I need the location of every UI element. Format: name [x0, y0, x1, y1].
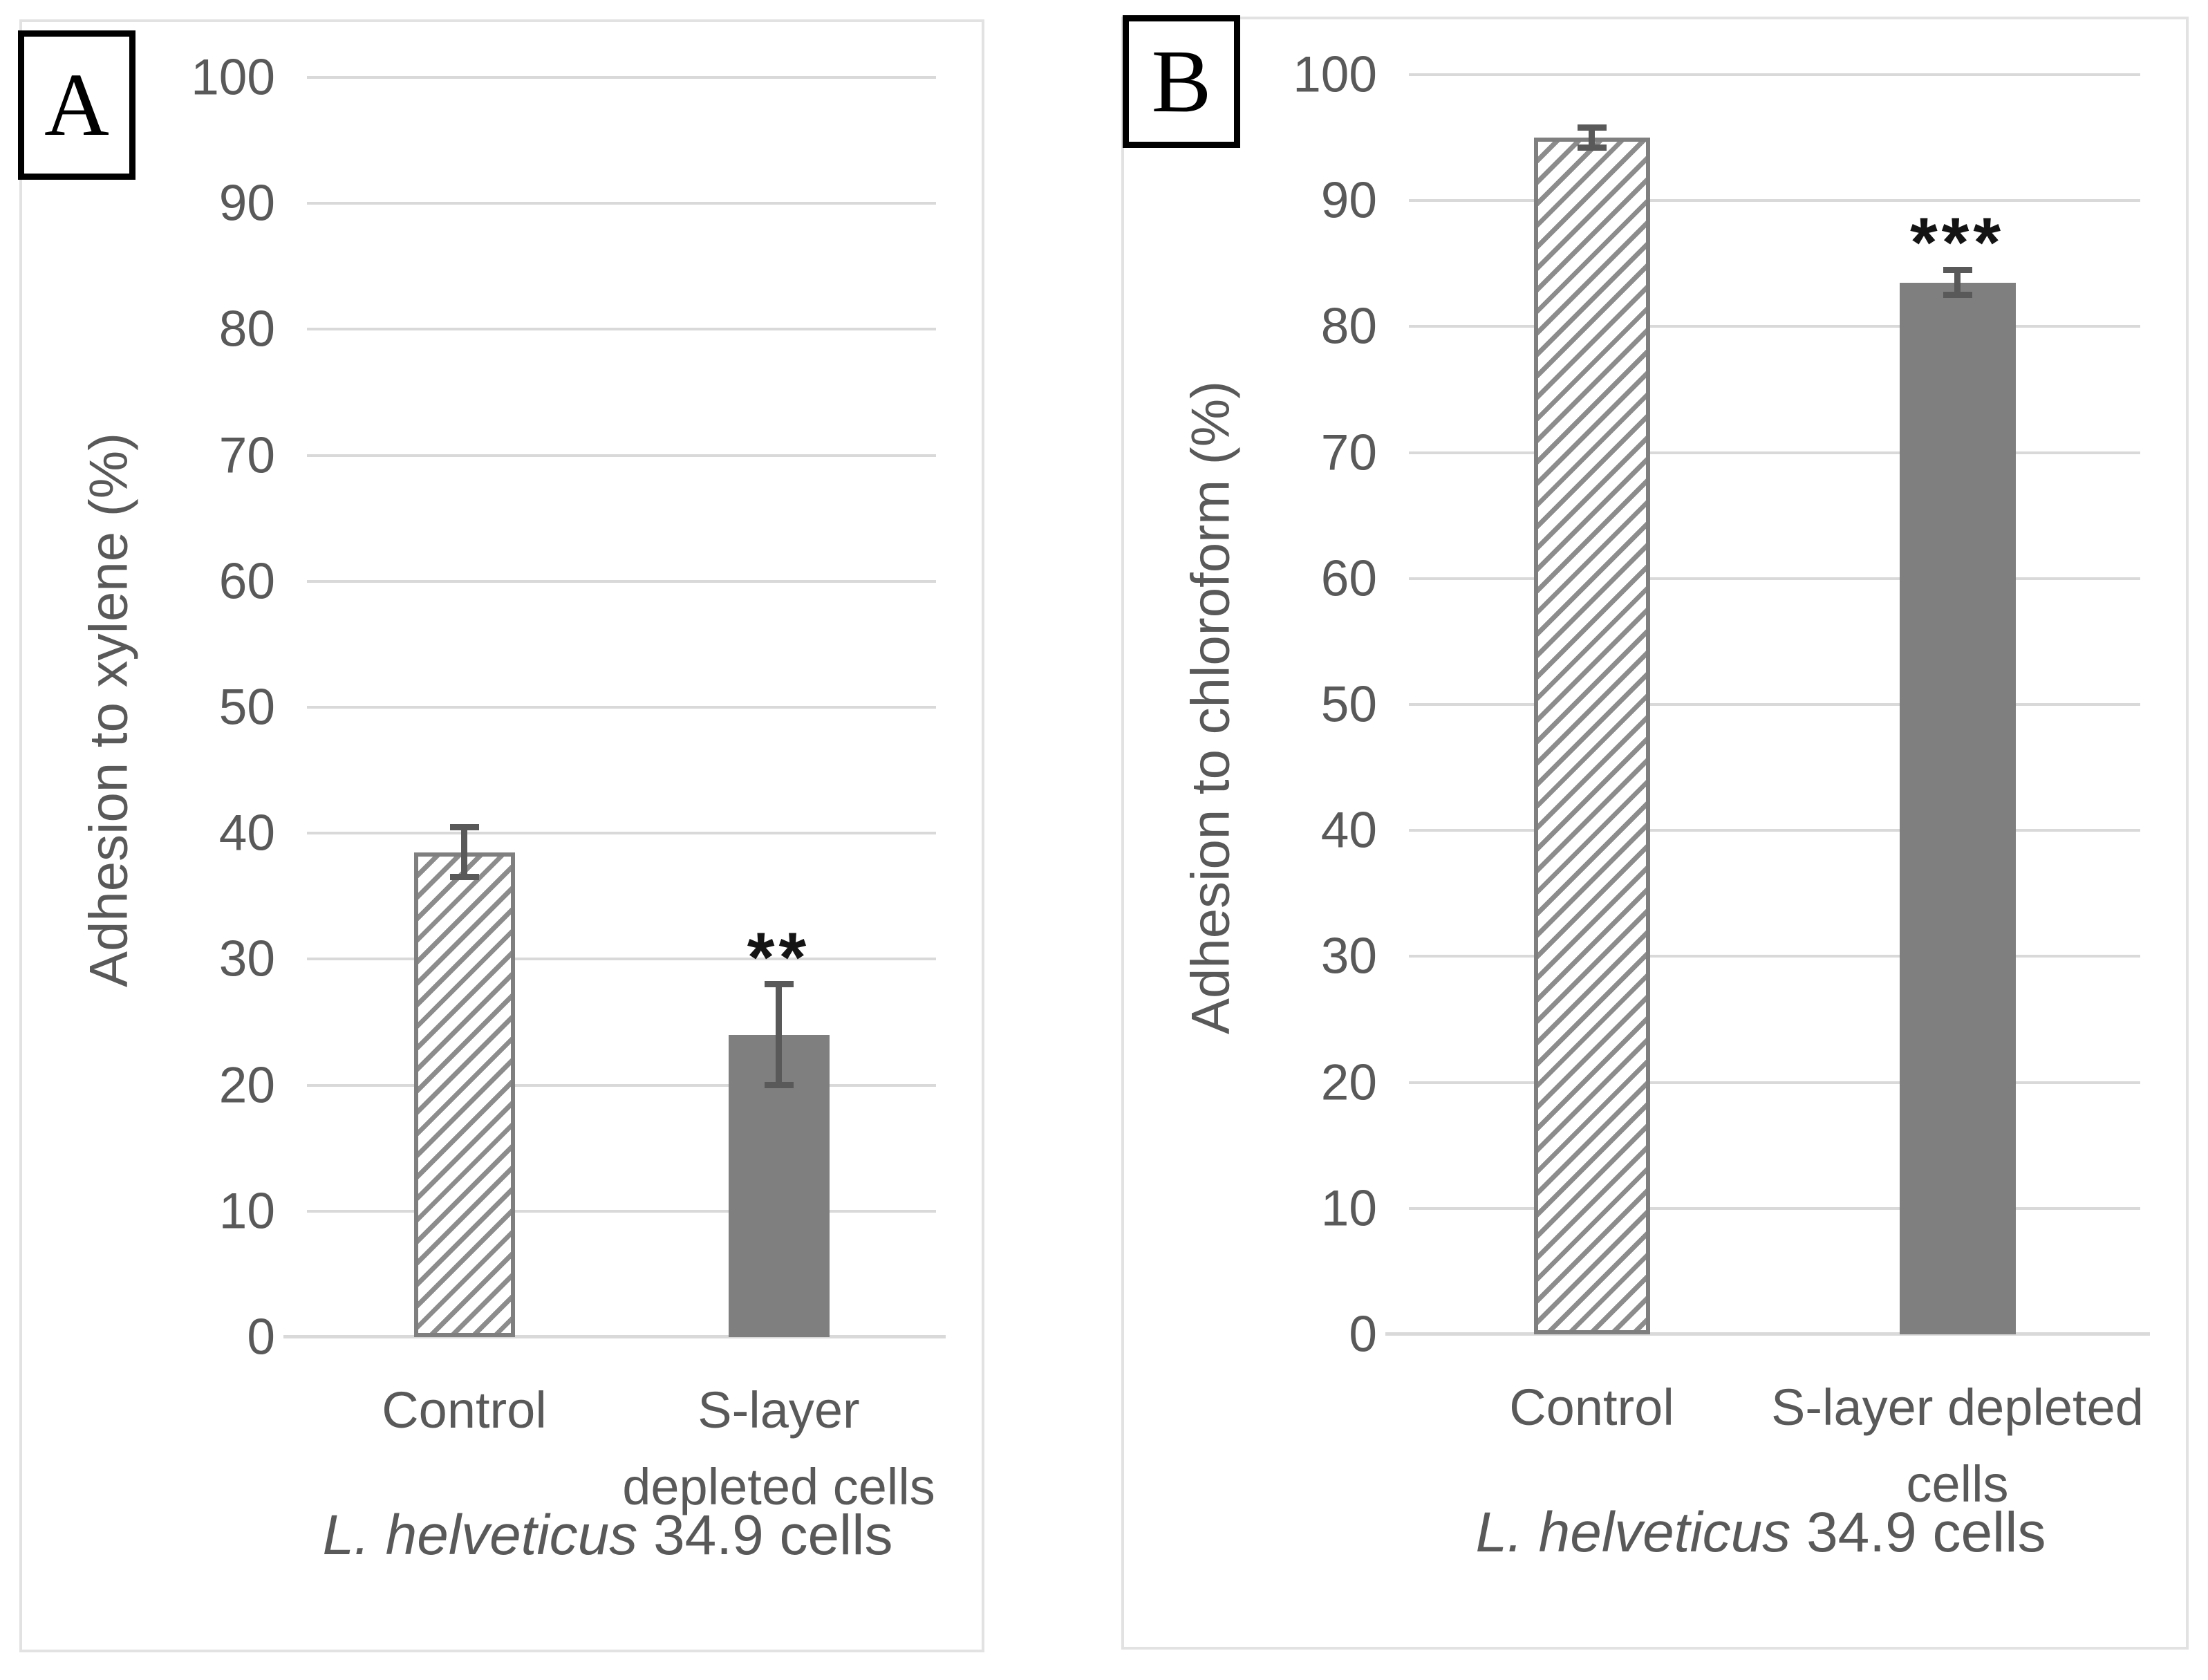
gridline — [307, 328, 936, 331]
gridline — [307, 1209, 936, 1213]
gridline — [1409, 1206, 2140, 1210]
significance-marker: ** — [747, 917, 811, 997]
y-tick-label: 20 — [218, 1057, 275, 1114]
gridline — [1409, 703, 2140, 706]
x-axis-line — [1385, 1332, 2150, 1336]
y-tick-label: 70 — [218, 427, 275, 484]
y-tick-label: 80 — [218, 301, 275, 357]
gridline — [307, 579, 936, 583]
y-axis-title: Adhesion to xylene (%) — [77, 432, 139, 988]
panel-label: B — [1151, 32, 1212, 131]
gridline — [307, 1083, 936, 1087]
bar-s-layer-depleted — [1899, 282, 2016, 1334]
y-tick-label: 0 — [247, 1309, 275, 1365]
y-axis-title: Adhesion to chloroform (%) — [1179, 380, 1241, 1034]
gridline — [307, 454, 936, 457]
y-tick-label: 40 — [218, 805, 275, 861]
panel-label: A — [44, 55, 109, 155]
x-axis-title: L. helveticus 34.9 cells — [1354, 1500, 2168, 1565]
y-tick-label: 40 — [1320, 802, 1377, 859]
error-bar-cap — [1943, 266, 1972, 273]
y-tick-label: 90 — [1320, 172, 1377, 229]
error-bar — [461, 827, 467, 877]
error-bar-cap — [1943, 292, 1972, 299]
gridline — [307, 958, 936, 961]
gridline — [307, 832, 936, 835]
category-label: S-layer depleted cells — [622, 1381, 935, 1515]
y-tick-label: 20 — [1320, 1054, 1377, 1111]
gridline — [1409, 325, 2140, 328]
plot-area: L. helveticus 34.9 cells 0 10 20 30 40 50 60 70… — [191, 53, 946, 1567]
error-bar-cap — [449, 874, 479, 881]
bar-control — [413, 852, 515, 1337]
y-tick-label: 100 — [191, 49, 275, 106]
gridline — [1409, 577, 2140, 580]
panel-label-box: B — [1123, 15, 1240, 148]
error-bar-cap — [1577, 144, 1607, 151]
error-bar — [1589, 127, 1595, 148]
significance-marker: *** — [1909, 203, 2005, 283]
gridline — [307, 76, 936, 79]
gridline — [1409, 73, 2140, 76]
gridline — [307, 706, 936, 709]
bar-control — [1533, 138, 1650, 1334]
y-tick-label: 50 — [218, 679, 275, 736]
y-tick-label: 100 — [1293, 46, 1377, 103]
gridline — [1409, 1081, 2140, 1084]
y-tick-label: 50 — [1320, 676, 1377, 733]
y-tick-label: 30 — [1320, 928, 1377, 984]
y-tick-label: 60 — [218, 553, 275, 610]
error-bar-cap — [764, 981, 794, 988]
x-axis-title-italic: L. helveticus — [1475, 1501, 1791, 1564]
error-bar — [776, 984, 782, 1085]
x-axis-title-regular: 34.9 cells — [637, 1504, 893, 1567]
y-tick-label: 10 — [1320, 1180, 1377, 1237]
y-tick-label: 80 — [1320, 298, 1377, 355]
y-tick-label: 30 — [218, 931, 275, 987]
gridline — [1409, 829, 2140, 832]
error-bar — [1954, 270, 1961, 295]
y-tick-label: 0 — [1349, 1306, 1377, 1363]
y-tick-label: 70 — [1320, 424, 1377, 481]
gridline — [1409, 451, 2140, 454]
error-bar-cap — [764, 1082, 794, 1089]
x-axis-title-regular: 34.9 cells — [1790, 1501, 2046, 1564]
category-label: S-layer depleted cells — [1771, 1379, 2144, 1513]
gridline — [1409, 199, 2140, 203]
panel-B: B Adhesion to chloroform (%) L. helvetic… — [1121, 15, 2189, 1650]
x-axis-title: L. helveticus 34.9 cells — [252, 1503, 964, 1568]
y-tick-label: 60 — [1320, 550, 1377, 607]
category-label: Control — [1509, 1379, 1674, 1436]
panel-label-box: A — [18, 30, 135, 180]
gridline — [307, 202, 936, 205]
x-axis-line — [283, 1335, 946, 1338]
y-tick-label: 10 — [218, 1183, 275, 1240]
x-axis-title-italic: L. helveticus — [322, 1504, 638, 1567]
gridline — [1409, 955, 2140, 958]
category-label: Control — [382, 1381, 547, 1439]
error-bar-cap — [1577, 124, 1607, 131]
y-tick-label: 90 — [218, 175, 275, 232]
plot-area: L. helveticus 34.9 cells 0 10 20 30 40 50 60 70… — [1293, 50, 2150, 1564]
panel-A: A Adhesion to xylene (%) L. helveticus 3… — [18, 19, 984, 1652]
error-bar-cap — [449, 823, 479, 830]
